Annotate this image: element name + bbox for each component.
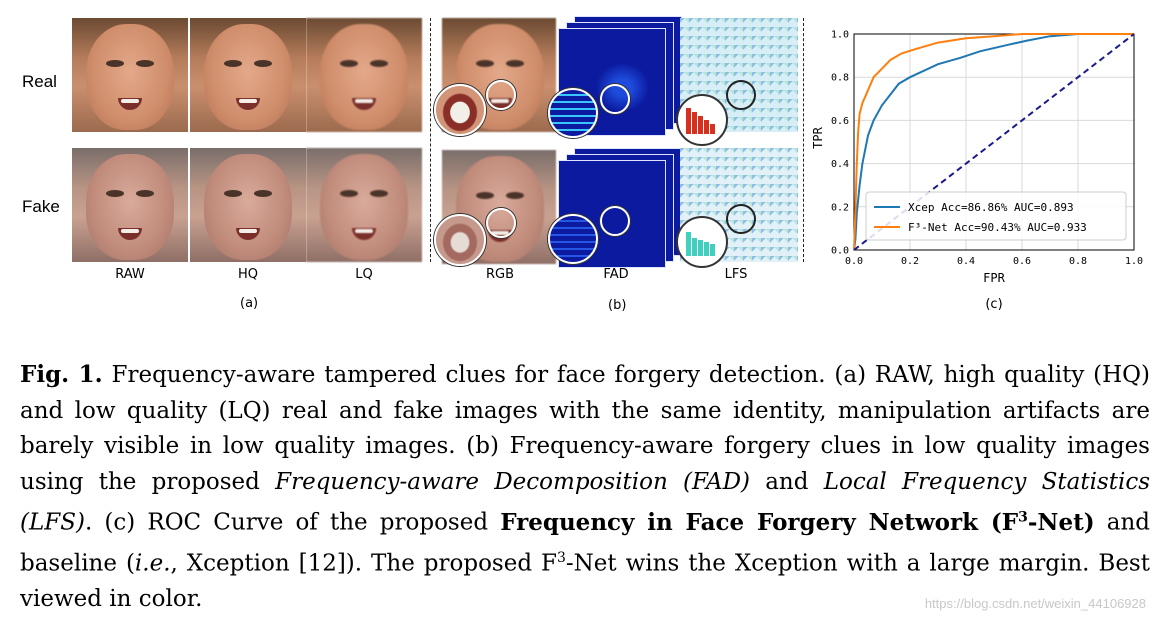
rgb-real-zoom [434,84,486,136]
x-tick-label: 1.0 [1125,256,1143,267]
lfs-real-histogram [676,94,728,146]
panel-label-c: (c) [985,297,1002,312]
series-line-xcep [853,33,1134,251]
y-tick-label: 0.2 [831,202,849,213]
lfs-fake-histogram [676,216,728,268]
x-tick-label: 0.8 [1069,256,1087,267]
rgb-fake-zoom [434,214,486,266]
lfs-fake-marker [726,204,756,234]
x-tick-label: 0.6 [1013,256,1031,267]
figure-caption: Fig. 1. Frequency-aware tampered clues f… [20,357,1150,618]
legend-label: Xcep Acc=86.86% AUC=0.893 [908,201,1074,214]
y-tick-label: 0.0 [831,246,849,257]
caption-part1: Frequency-aware tampered clues for face … [20,362,1150,495]
y-tick-label: 0.6 [831,116,849,127]
col-label-raw: RAW [115,267,145,282]
separator-a-b [430,18,431,262]
fake-raw-image [72,148,188,262]
caption-ie: i.e. [134,550,171,577]
separator-b-c [803,18,804,262]
x-tick-label: 0.4 [957,256,975,267]
col-label-lfs: LFS [724,267,748,282]
fad-fake-zoom [548,214,598,264]
fake-lq-image [306,148,422,262]
caption-lfs-term: Local Frequency Statistics (LFS) [20,468,1151,536]
plot-frame [853,33,1135,251]
caption-part2: . (c) ROC Curve of the proposed [84,509,501,536]
caption-fad-term: Frequency-aware Decomposition (FAD) [275,468,750,495]
caption-and: and [750,468,824,495]
caption-part3: and baseline ( [20,509,1150,577]
real-lq-image [306,18,422,132]
x-tick-label: 0.2 [901,256,919,267]
x-tick-label: 0.0 [845,256,863,267]
chart-ylabel: TPR [811,126,825,148]
caption-net-sup: 3 [1018,509,1028,525]
col-label-hq: HQ [237,267,258,282]
caption-fig-label: Fig. 1. [20,361,103,388]
col-label-rgb: RGB [485,267,515,282]
col-label-lq: LQ [355,267,373,282]
fad-real-marker [600,84,630,114]
row-label-fake: Fake [22,197,60,216]
panel-label-b: (b) [608,298,627,313]
lfs-real-marker [726,80,756,110]
legend-box [865,191,1127,241]
real-raw-image [72,18,188,132]
watermark: https://blog.csdn.net/weixin_44106928 [924,596,1146,611]
fad-real-zoom [548,88,598,138]
caption-net-name-text: Frequency in Face Forgery Network (F [500,508,1019,536]
series-line-f3-net [853,33,1134,251]
rgb-fake-mouth-marker [486,208,516,238]
lfs-real-map [680,18,798,132]
fake-hq-image [190,148,306,262]
chart-xlabel: FPR [983,271,1005,285]
caption-part5: -Net wins the Xception with a large marg… [20,550,1150,613]
col-label-fad: FAD [603,267,629,282]
caption-part4: , Xception [12]). The proposed F [170,550,557,577]
y-tick-label: 0.8 [831,73,849,84]
roc-chart: 0.00.0 0.2 0.2 0.4 0.4 0.6 0.6 0.8 0.8 1.0 1.0 Xcep… [811,30,1143,313]
row-label-real: Real [22,72,57,91]
real-hq-image [190,18,306,132]
panel-label-a: (a) [240,296,259,311]
series-line-chance [853,33,1135,251]
fad-fake-marker [600,206,630,236]
y-tick-label: 0.4 [831,159,849,170]
caption-net-name-end: -Net) [1027,508,1095,536]
legend-label: F³-Net Acc=90.43% AUC=0.933 [908,221,1087,234]
caption-net-name: Frequency in Face Forgery Network (F3-Ne… [500,509,1094,536]
caption-sup3: 3 [556,550,566,567]
rgb-real-mouth-marker [486,80,516,110]
y-tick-label: 1.0 [831,30,849,41]
